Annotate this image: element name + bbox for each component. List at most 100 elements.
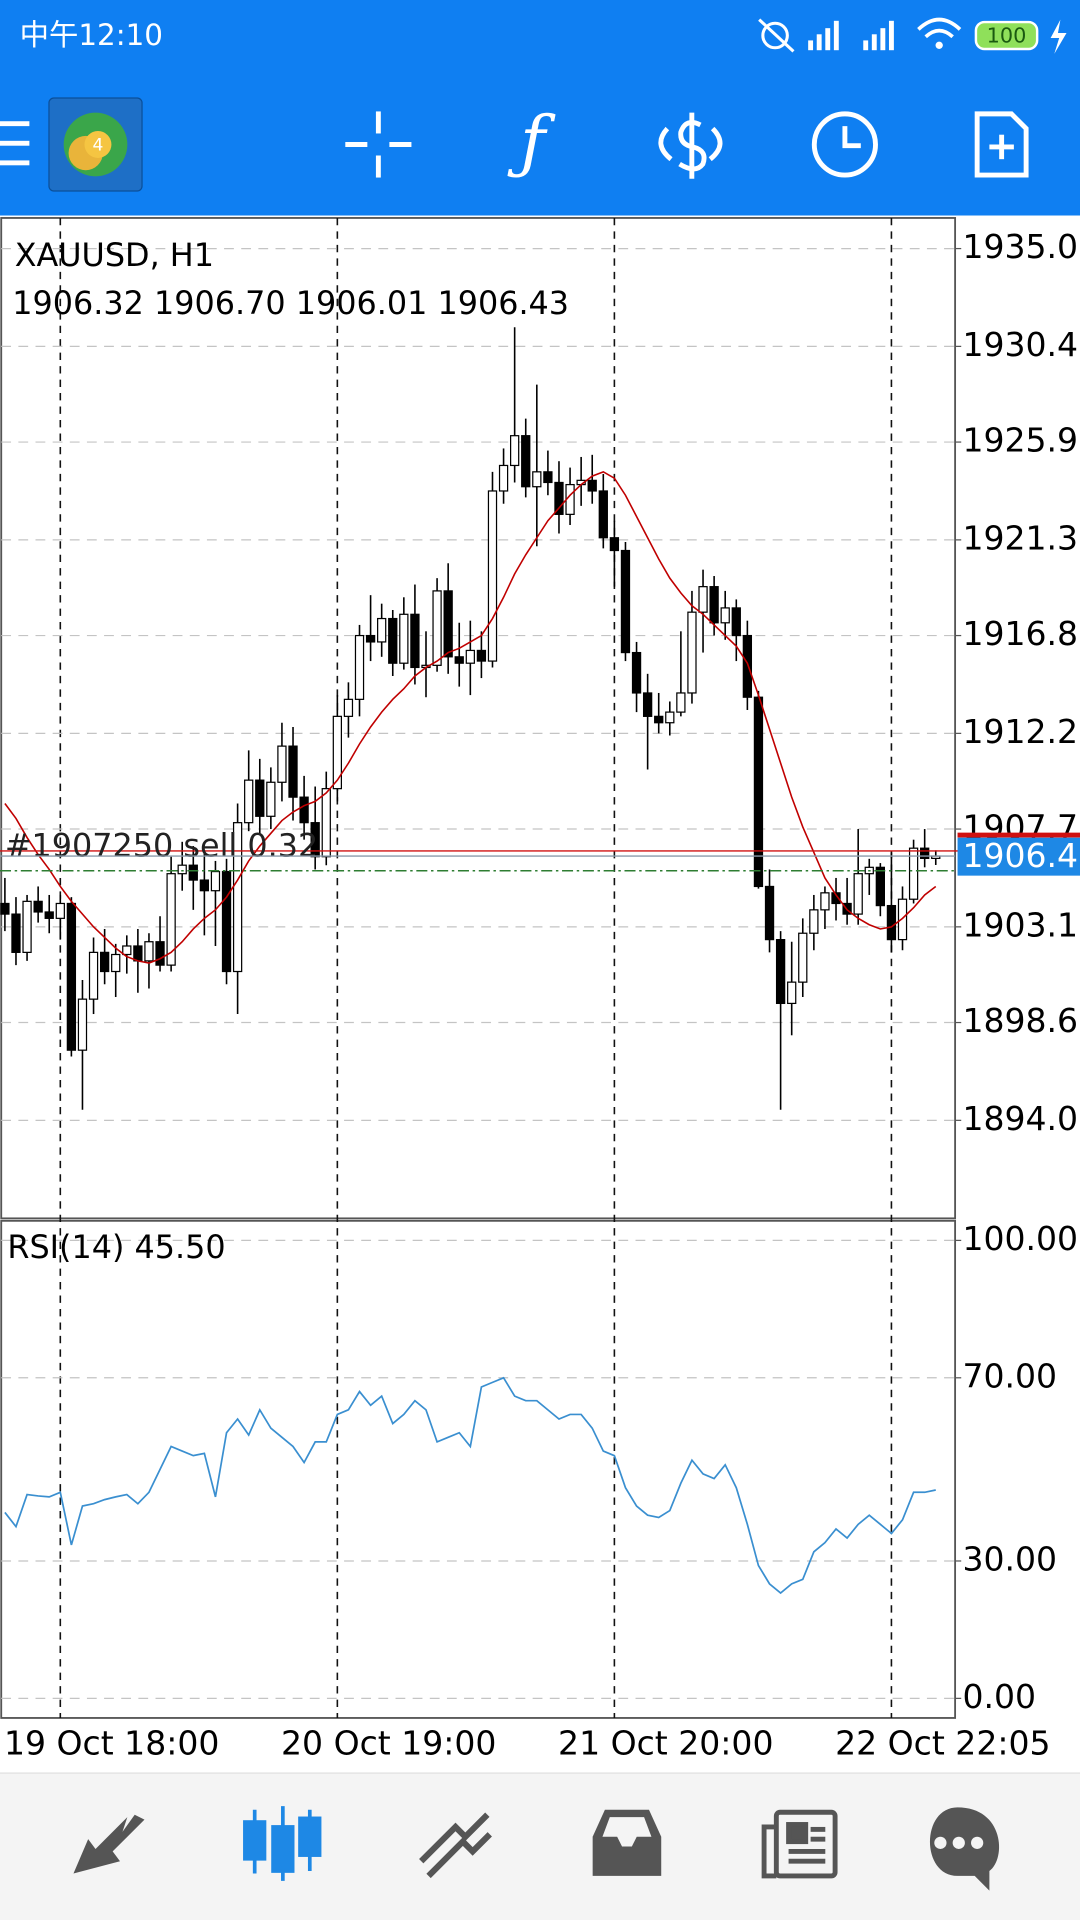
candle-body [55, 902, 65, 919]
candle-body [698, 586, 708, 613]
candle-body [631, 651, 642, 694]
quotes-tab[interactable] [73, 1814, 145, 1874]
candle-body [88, 951, 99, 1000]
candle-body [720, 607, 730, 624]
overlay-layer: 19 Oct 18:00 20 Oct 19:00 21 Oct 20:00 22 O… [0, 227, 1080, 1762]
candle-body [676, 692, 686, 713]
candle-body [365, 634, 376, 643]
period-button[interactable] [811, 111, 878, 178]
status-icons [758, 17, 962, 53]
candle-body [343, 698, 354, 717]
candle-body [609, 537, 620, 552]
candle-body [255, 779, 265, 817]
marks-layer [0, 327, 941, 1595]
ohlc-label: 1906.32 1906.70 1906.01 1906.43 [12, 284, 569, 322]
candle-body [99, 951, 110, 973]
chat-tab[interactable] [930, 1807, 1000, 1891]
app-header [0, 0, 1080, 216]
candle-body [410, 613, 420, 669]
candle-body [277, 745, 287, 783]
bid-box [957, 837, 1080, 876]
candle-body [742, 634, 753, 698]
candle-body [620, 549, 631, 654]
candle-body [487, 490, 498, 662]
candle-body [476, 649, 487, 662]
candle-body [33, 900, 43, 913]
candle-body [920, 847, 930, 860]
y-tick-label: 70.00 [962, 1356, 1057, 1395]
candle-body [288, 745, 298, 798]
trade-button[interactable] [658, 112, 723, 179]
candle-body [299, 796, 309, 824]
candle-body [554, 481, 564, 515]
candle-body [332, 715, 343, 790]
y-tick-label: 1903.1 [962, 905, 1078, 944]
y-tick-label: 1930.4 [962, 325, 1078, 364]
candle-body [266, 781, 276, 817]
x-tick-label: 20 Oct 19:00 [281, 1723, 496, 1762]
candle-body [731, 607, 741, 637]
candle-body [886, 904, 897, 941]
symbol-title: XAUUSD, H1 [15, 236, 214, 274]
candle-body [521, 435, 531, 488]
candle-body [775, 939, 786, 1005]
chart-layer: 19 Oct 18:00 20 Oct 19:00 21 Oct 20:00 22 O… [0, 217, 1080, 1762]
candle-body [144, 941, 154, 962]
candle-body [654, 715, 664, 724]
menu-button[interactable] [0, 121, 30, 166]
history-tab[interactable] [592, 1809, 662, 1876]
x-tick-label: 19 Oct 18:00 [4, 1723, 219, 1762]
candle-body [498, 464, 509, 492]
svg-text:4: 4 [93, 136, 104, 156]
moving-average [4, 470, 937, 964]
candle-body [587, 479, 597, 492]
candle-body [44, 911, 54, 919]
app-logo[interactable]: 4 [48, 97, 143, 192]
candle-body [853, 873, 863, 915]
status-time: 中午12:10 [20, 18, 163, 52]
candle-body [22, 900, 32, 953]
candle-body [133, 945, 143, 962]
y-tick-label: 1894.0 [962, 1099, 1078, 1138]
candle-body [908, 847, 919, 900]
candle-body [66, 902, 77, 1051]
candle-body [831, 892, 841, 905]
y-tick-label: 1898.6 [962, 1001, 1078, 1040]
y-tick-label: 1921.3 [962, 518, 1078, 557]
candle-body [687, 611, 697, 694]
candle-body [820, 892, 830, 911]
candle-body [543, 471, 553, 484]
bid-label: 1906.4 [962, 836, 1078, 875]
candle-body [354, 634, 365, 700]
candle-body [465, 649, 475, 664]
crosshair-button[interactable] [345, 111, 412, 178]
y-tick-label: 100.00 [962, 1219, 1078, 1258]
candle-body [210, 870, 221, 892]
candle-body [753, 696, 764, 888]
battery [974, 20, 1039, 51]
candle-body [111, 953, 121, 973]
candle-body [642, 692, 653, 717]
news-tab[interactable] [761, 1809, 838, 1879]
candle-body [432, 590, 442, 666]
chart-tab[interactable] [243, 1806, 322, 1881]
grid-layer [1, 217, 962, 1718]
candle-body [122, 945, 132, 956]
candle-body [399, 613, 409, 664]
candle-body [897, 898, 908, 941]
candle-body [232, 822, 243, 973]
candle-body [199, 879, 210, 892]
candle-body [11, 913, 21, 953]
trade-tab[interactable] [419, 1812, 492, 1879]
new-order-button[interactable] [974, 111, 1029, 178]
y-tick-label: 1912.2 [962, 712, 1078, 751]
candle-body [0, 902, 10, 915]
candle-body [244, 779, 254, 824]
candle-body [77, 998, 88, 1051]
candle-body [321, 788, 331, 858]
candle-body [809, 909, 819, 934]
candle-body [787, 981, 797, 1005]
y-tick-label: 1925.9 [962, 421, 1078, 460]
